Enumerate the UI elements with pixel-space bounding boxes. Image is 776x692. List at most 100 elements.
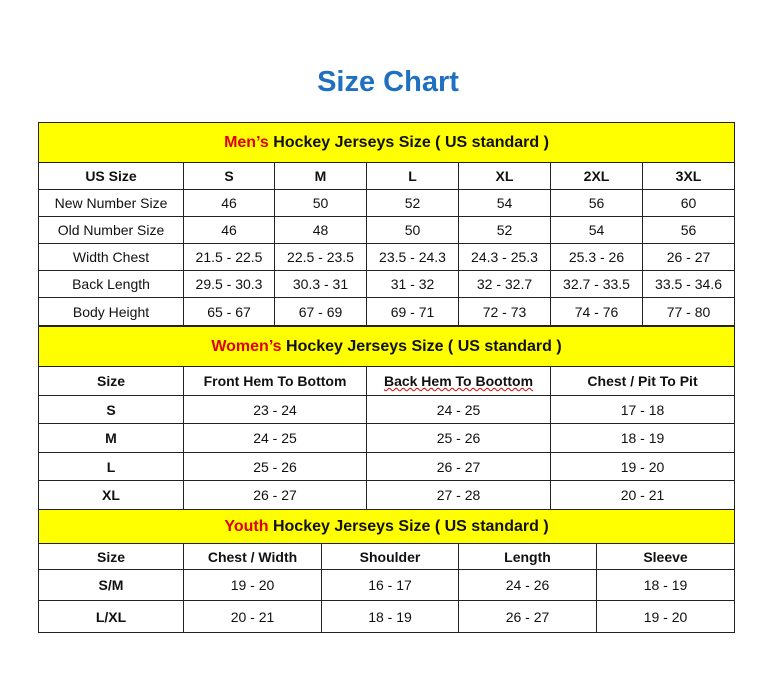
table-cell: 27 - 28 bbox=[366, 480, 551, 510]
table-cell: 24 - 26 bbox=[458, 569, 597, 601]
table-cell: 50 bbox=[274, 189, 367, 217]
table-cell: 72 - 73 bbox=[458, 297, 551, 326]
page-title: Size Chart bbox=[317, 66, 459, 98]
section-highlight: Women’s bbox=[211, 337, 282, 355]
youth-section-header: Youth Hockey Jerseys Size ( US standard … bbox=[37, 509, 736, 544]
table-cell: 26 - 27 bbox=[641, 243, 736, 271]
table-cell: 56 bbox=[550, 189, 643, 217]
table-row: New Number Size 46 50 52 54 56 60 bbox=[38, 189, 736, 217]
row-label: M bbox=[38, 423, 184, 453]
column-header-cell: 3XL bbox=[641, 162, 736, 190]
table-cell: 30.3 - 31 bbox=[274, 270, 367, 298]
table-row: Width Chest 21.5 - 22.5 22.5 - 23.5 23.5 - … bbox=[38, 243, 736, 271]
table-cell: 19 - 20 bbox=[595, 600, 736, 633]
column-header: Chest / Pit To Pit bbox=[587, 373, 698, 389]
table-cell: 52 bbox=[366, 189, 459, 217]
mens-section-header: Men’s Hockey Jerseys Size ( US standard … bbox=[37, 122, 736, 163]
row-label: Width Chest bbox=[38, 243, 184, 271]
table-row: Body Height 65 - 67 67 - 69 69 - 71 72 - 73 7… bbox=[38, 297, 736, 326]
row-label: New Number Size bbox=[38, 189, 184, 217]
table-row: L/XL 20 - 21 18 - 19 26 - 27 19 - 20 bbox=[38, 600, 736, 633]
table-cell: 46 bbox=[183, 189, 275, 217]
mens-size-table: Men’s Hockey Jerseys Size ( US standard … bbox=[37, 122, 736, 326]
table-cell: 18 - 19 bbox=[595, 569, 736, 601]
column-header-row: Size Front Hem To Bottom Back Hem To Boott… bbox=[38, 366, 736, 396]
column-header-cell: 2XL bbox=[550, 162, 643, 190]
column-header-cell: Front Hem To Bottom bbox=[183, 366, 367, 396]
table-cell: 31 - 32 bbox=[366, 270, 459, 298]
column-header: M bbox=[314, 168, 327, 184]
row-label: Old Number Size bbox=[38, 216, 184, 244]
table-cell: 29.5 - 30.3 bbox=[183, 270, 275, 298]
column-header-cell: XL bbox=[458, 162, 551, 190]
column-header: Back Hem To Boottom bbox=[383, 373, 534, 389]
table-cell: 50 bbox=[366, 216, 459, 244]
column-header-cell: Size bbox=[38, 543, 184, 570]
table-cell: 22.5 - 23.5 bbox=[274, 243, 367, 271]
table-row: Old Number Size 46 48 50 52 54 56 bbox=[38, 216, 736, 244]
table-cell: 24 - 25 bbox=[366, 395, 551, 424]
table-cell: 25.3 - 26 bbox=[550, 243, 643, 271]
column-header: 2XL bbox=[583, 168, 610, 184]
table-cell: 32.7 - 33.5 bbox=[550, 270, 643, 298]
table-cell: 19 - 20 bbox=[183, 569, 322, 601]
column-header: L bbox=[408, 168, 417, 184]
table-cell: 54 bbox=[550, 216, 643, 244]
row-label: Back Length bbox=[38, 270, 184, 298]
table-cell: 18 - 19 bbox=[321, 600, 459, 633]
table-cell: 65 - 67 bbox=[183, 297, 275, 326]
womens-section-header: Women’s Hockey Jerseys Size ( US standar… bbox=[37, 326, 736, 367]
table-cell: 52 bbox=[458, 216, 551, 244]
column-header: XL bbox=[495, 168, 514, 184]
column-header: S bbox=[224, 168, 234, 184]
table-cell: 54 bbox=[458, 189, 551, 217]
column-header: Length bbox=[504, 548, 551, 565]
column-header-cell: Shoulder bbox=[321, 543, 459, 570]
table-row: S/M 19 - 20 16 - 17 24 - 26 18 - 19 bbox=[38, 569, 736, 601]
table-cell: 20 - 21 bbox=[549, 480, 736, 510]
row-label: XL bbox=[38, 480, 184, 510]
table-cell: 26 - 27 bbox=[183, 480, 367, 510]
table-cell: 69 - 71 bbox=[366, 297, 459, 326]
table-cell: 23.5 - 24.3 bbox=[366, 243, 459, 271]
row-label: S bbox=[38, 395, 184, 424]
column-header: Size bbox=[96, 548, 125, 565]
table-cell: 26 - 27 bbox=[458, 600, 597, 633]
section-highlight: Men’s bbox=[224, 133, 269, 151]
column-header: Chest / Width bbox=[207, 548, 298, 565]
table-cell: 20 - 21 bbox=[183, 600, 322, 633]
table-row: Back Length 29.5 - 30.3 30.3 - 31 31 - 32 32… bbox=[38, 270, 736, 298]
table-cell: 33.5 - 34.6 bbox=[641, 270, 736, 298]
column-header: Sleeve bbox=[643, 548, 688, 565]
table-cell: 24 - 25 bbox=[183, 423, 367, 453]
table-cell: 21.5 - 22.5 bbox=[183, 243, 275, 271]
column-header-cell: Back Hem To Boottom bbox=[366, 366, 551, 396]
column-header-cell: Size bbox=[38, 366, 184, 396]
column-header-cell: S bbox=[183, 162, 275, 190]
table-row: S 23 - 24 24 - 25 17 - 18 bbox=[38, 395, 736, 424]
column-header-cell: Chest / Width bbox=[183, 543, 322, 570]
section-heading: Hockey Jerseys Size ( US standard ) bbox=[268, 517, 549, 535]
table-cell: 46 bbox=[183, 216, 275, 244]
column-header-cell: US Size bbox=[38, 162, 184, 190]
row-label: S/M bbox=[38, 569, 184, 601]
column-header-cell: Length bbox=[458, 543, 597, 570]
table-cell: 24.3 - 25.3 bbox=[458, 243, 551, 271]
column-header: Shoulder bbox=[359, 548, 421, 565]
column-header-row: Size Chest / Width Shoulder Length Sleeve bbox=[38, 543, 736, 570]
row-label: Body Height bbox=[38, 297, 184, 326]
womens-size-table: Women’s Hockey Jerseys Size ( US standar… bbox=[37, 326, 736, 510]
table-cell: 18 - 19 bbox=[549, 423, 736, 453]
table-cell: 25 - 26 bbox=[183, 452, 367, 481]
table-cell: 32 - 32.7 bbox=[458, 270, 551, 298]
table-row: M 24 - 25 25 - 26 18 - 19 bbox=[38, 423, 736, 453]
table-cell: 25 - 26 bbox=[366, 423, 551, 453]
table-cell: 19 - 20 bbox=[549, 452, 736, 481]
youth-size-table: Youth Hockey Jerseys Size ( US standard … bbox=[37, 509, 736, 633]
column-header: US Size bbox=[85, 168, 137, 184]
table-cell: 74 - 76 bbox=[550, 297, 643, 326]
table-cell: 23 - 24 bbox=[183, 395, 367, 424]
row-label: L/XL bbox=[38, 600, 184, 633]
column-header-cell: L bbox=[366, 162, 459, 190]
column-header: Size bbox=[96, 373, 125, 389]
